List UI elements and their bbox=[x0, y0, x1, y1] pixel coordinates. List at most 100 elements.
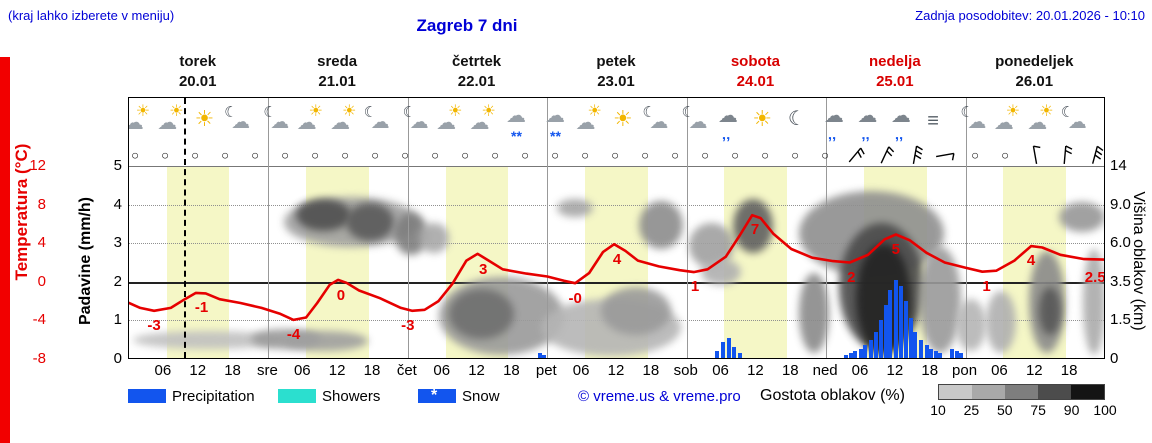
cloud-height-tick: 6.0 bbox=[1110, 234, 1131, 252]
temp-value-label: 4 bbox=[1026, 252, 1036, 270]
cloud-density-blob bbox=[956, 299, 986, 351]
legend-label: Precipitation bbox=[172, 388, 255, 405]
precip-bar bbox=[538, 353, 543, 358]
day-date: 21.01 bbox=[318, 73, 356, 90]
rain-cloud-icon: ☁ ‚‚ bbox=[823, 105, 844, 143]
cloud-scale-segment bbox=[1038, 385, 1071, 399]
cloud-scale-segment bbox=[972, 385, 1005, 399]
precip-bar bbox=[909, 318, 914, 358]
wind-calm-icon: ○ bbox=[461, 147, 469, 163]
moon-behind-cloud-icon: ☾ ☁ bbox=[363, 104, 390, 133]
precip-bar bbox=[913, 331, 918, 358]
hour-label: 18 bbox=[224, 362, 241, 379]
legend-showers-swatch bbox=[278, 389, 316, 403]
temp-value-label: 3 bbox=[478, 260, 488, 278]
moon-behind-cloud-icon: ☾ ☁ bbox=[681, 104, 708, 133]
day-boundary-label: sob bbox=[673, 362, 698, 379]
sun-icon: ☀ bbox=[752, 106, 773, 131]
wind-calm-icon: ○ bbox=[581, 147, 589, 163]
wind-calm-icon: ○ bbox=[641, 147, 649, 163]
cloud-scale-segment bbox=[1071, 385, 1104, 399]
precip-tick: 5 bbox=[113, 157, 122, 174]
precip-bar bbox=[928, 349, 933, 358]
snow-cloud-icon: ☁ ** bbox=[506, 105, 526, 144]
gridline bbox=[129, 166, 1104, 167]
cloud-scale-segment bbox=[939, 385, 972, 399]
wind-calm-icon: ○ bbox=[671, 147, 679, 163]
cloud-density-blob bbox=[1083, 249, 1104, 355]
wind-icon: ≡ bbox=[927, 110, 939, 132]
sun-behind-cloud-icon: ☀☁ bbox=[330, 103, 357, 134]
cloud-scale-tick: 100 bbox=[1093, 402, 1117, 418]
hour-label: 12 bbox=[189, 362, 207, 379]
day-separator bbox=[407, 98, 409, 358]
day-boundary-label: ned bbox=[812, 362, 838, 379]
wind-calm-icon: ○ bbox=[491, 147, 499, 163]
wind-calm-icon: ○ bbox=[131, 147, 139, 163]
precip-bar bbox=[715, 351, 720, 358]
rain-cloud-icon: ☁ ‚‚ bbox=[857, 105, 878, 143]
wind-barb-icon bbox=[848, 147, 865, 163]
temp-value-label: 7 bbox=[750, 221, 760, 239]
precip-tick: 3 bbox=[113, 234, 122, 252]
temp-tick: 4 bbox=[37, 234, 46, 252]
temperature-curve bbox=[129, 213, 1104, 322]
wind-calm-icon: ○ bbox=[401, 147, 409, 163]
cloud-scale-tick: 25 bbox=[963, 402, 980, 418]
precip-bar bbox=[955, 351, 960, 358]
wind-calm-icon: ○ bbox=[251, 147, 259, 163]
cloud-density-blob bbox=[419, 223, 449, 253]
daylight-band bbox=[166, 166, 230, 358]
temp-value-label: 1 bbox=[690, 278, 700, 296]
wind-calm-icon: ○ bbox=[521, 147, 529, 163]
current-time-line bbox=[184, 98, 187, 358]
wind-calm-icon: ○ bbox=[161, 147, 169, 163]
legend-precipitation-swatch bbox=[128, 389, 166, 403]
temp-value-label: 2.5 bbox=[1084, 269, 1105, 287]
cloud-scale-tick: 10 bbox=[930, 402, 946, 418]
cloud-scale-label: Gostota oblakov (%) bbox=[760, 387, 905, 404]
cloud-height-tick: 0 bbox=[1110, 350, 1119, 367]
sun-behind-cloud-icon: ☀☁ bbox=[157, 103, 184, 134]
hour-label: 06 bbox=[293, 362, 311, 379]
copyright-link[interactable]: © vreme.us & vreme.pro bbox=[578, 388, 741, 405]
temp-value-label: 4 bbox=[612, 251, 622, 269]
cloud-density-blob bbox=[283, 331, 368, 351]
wind-calm-icon: ○ bbox=[221, 147, 229, 163]
moon-icon: ☾ bbox=[787, 108, 806, 130]
wind-calm-icon: ○ bbox=[551, 147, 559, 163]
wind-calm-icon: ○ bbox=[371, 147, 379, 163]
day-date: 26.01 bbox=[1015, 73, 1054, 90]
day-separator bbox=[965, 98, 967, 358]
temp-value-label: -3 bbox=[401, 316, 415, 334]
cloud-scale-tick: 50 bbox=[997, 402, 1013, 418]
temp-value-label: 2 bbox=[847, 268, 856, 286]
wind-calm-icon: ○ bbox=[791, 147, 799, 163]
wind-barb-icon bbox=[912, 145, 923, 164]
cloud-density-blob bbox=[1059, 202, 1104, 232]
temp-tick: 12 bbox=[29, 157, 46, 174]
snow-star-icon: * bbox=[431, 387, 438, 404]
precip-bar bbox=[893, 279, 898, 358]
cloud-scale-tick: 90 bbox=[1063, 402, 1080, 418]
hour-label: 12 bbox=[886, 362, 904, 379]
sun-behind-cloud-icon: ☀☁ bbox=[993, 103, 1021, 134]
sun-behind-cloud-icon: ☀☁ bbox=[296, 103, 323, 134]
hour-label: 06 bbox=[433, 362, 451, 379]
menu-hint: (kraj lahko izberete v meniju) bbox=[8, 8, 175, 23]
hour-label: 18 bbox=[1060, 362, 1078, 379]
temperature-axis-strip bbox=[0, 57, 10, 443]
day-date: 23.01 bbox=[597, 73, 635, 90]
temp-value-label: 1 bbox=[982, 278, 991, 296]
last-update-label: Zadnja posodobitev: 20.01.2026 - 10:10 bbox=[915, 8, 1145, 23]
day-boundary-label: pon bbox=[952, 362, 978, 379]
hour-label: 18 bbox=[781, 362, 799, 379]
day-header: nedelja bbox=[869, 53, 921, 70]
legend-snow-swatch: * bbox=[418, 387, 456, 404]
precip-bar bbox=[859, 349, 863, 358]
precip-tick: 1 bbox=[113, 311, 122, 329]
temp-value-label: 0 bbox=[336, 286, 346, 304]
hour-label: 12 bbox=[1025, 362, 1043, 379]
day-boundary-label: sre bbox=[257, 362, 278, 379]
day-date: 25.01 bbox=[876, 73, 914, 90]
